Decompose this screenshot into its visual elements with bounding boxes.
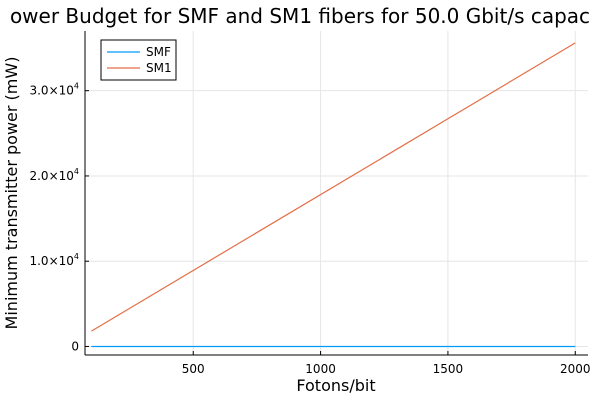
chart-title: ower Budget for SMF and SM1 fibers for 5… (10, 4, 590, 28)
legend-label-smf: SMF (146, 45, 171, 59)
x-axis-label: Fotons/bit (296, 376, 375, 395)
x-tick-label: 2000 (560, 362, 591, 376)
y-tick-label: 0 (71, 339, 79, 353)
y-tick-label: 3.0×104 (29, 82, 79, 98)
y-tick-label: 2.0×104 (29, 167, 79, 183)
y-tick-label: 1.0×104 (29, 252, 79, 268)
x-tick-label: 1000 (305, 362, 336, 376)
legend-box (100, 39, 177, 81)
tick-labels: 500 1000 1500 2000 0 1.0×104 2.0×104 3.0×104 (29, 82, 590, 376)
plot-series (91, 42, 576, 348)
legend: SMF SM1 (100, 39, 177, 81)
legend-label-sm1: SM1 (146, 61, 172, 75)
x-tick-label: 500 (182, 362, 205, 376)
y-axis-label: Minimum transmitter power (mW) (2, 57, 21, 330)
series-line-sm1 (91, 42, 576, 332)
axes (84, 31, 588, 356)
x-tick-label: 1500 (433, 362, 464, 376)
